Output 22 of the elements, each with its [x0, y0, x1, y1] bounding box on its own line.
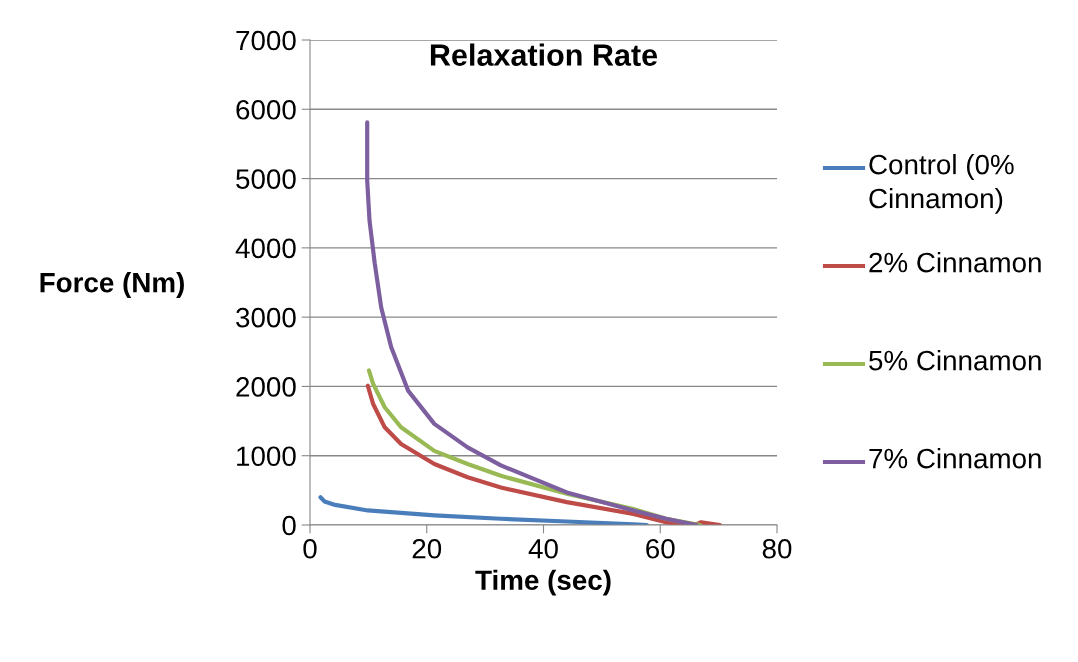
x-tick-label: 20 [412, 538, 442, 559]
y-tick-label: 0 [282, 515, 296, 536]
x-tick-label: 60 [646, 538, 675, 559]
y-tick-label: 3000 [236, 307, 296, 328]
y-tick-label: 4000 [235, 238, 296, 259]
x-tick-label: 0 [303, 538, 317, 559]
legend-label: 5% Cinnamon [869, 350, 1041, 371]
line-series [365, 120, 699, 525]
legend-label: 7% Cinnamon [869, 448, 1041, 469]
y-tick-label: 7000 [236, 30, 296, 51]
y-tick-label: 5000 [236, 169, 296, 189]
y-tick-label: 6000 [236, 99, 296, 120]
line-series [318, 495, 649, 525]
x-tick-label: 40 [528, 538, 558, 559]
y-tick-label: 2000 [236, 377, 296, 397]
legend-label: Control (0% Cinnamon) [869, 154, 1014, 214]
x-axis-title: Time (sec) [475, 569, 611, 596]
y-tick-label: 1000 [237, 446, 296, 467]
legend-label: 2% Cinnamon [869, 252, 1041, 273]
y-axis-title: Force (Nm) [40, 272, 184, 298]
chart-title: Relaxation Rate [430, 43, 658, 66]
x-tick-label: 80 [762, 538, 792, 559]
